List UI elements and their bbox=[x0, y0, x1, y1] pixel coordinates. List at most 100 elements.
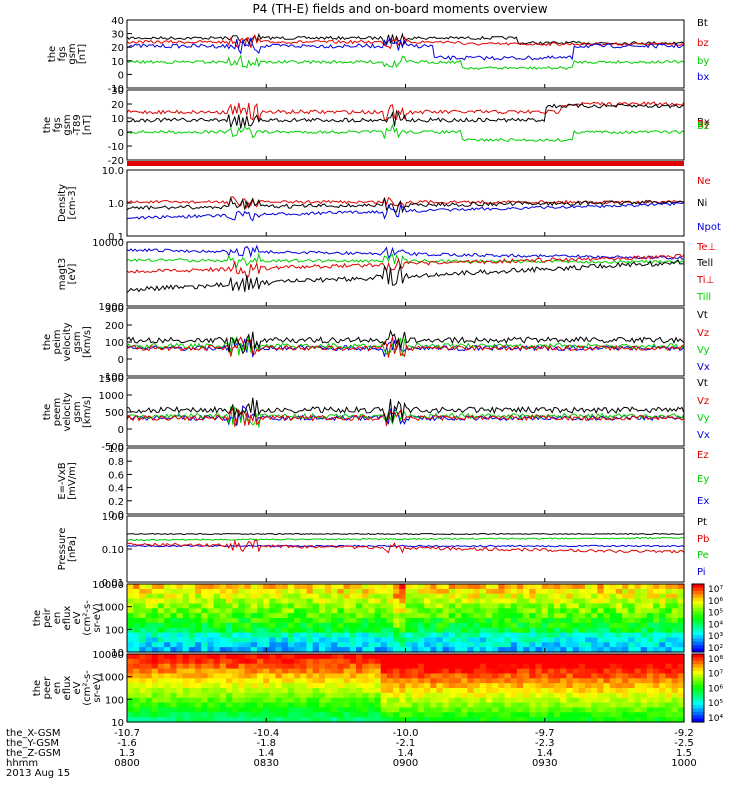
heatmap-cell bbox=[541, 598, 549, 605]
heatmap-cell bbox=[331, 642, 338, 648]
heatmap-cell bbox=[386, 584, 394, 590]
heatmap-cell bbox=[133, 658, 140, 665]
heatmap-cell bbox=[498, 593, 506, 600]
heatmap-cell bbox=[170, 642, 178, 648]
heatmap-cell bbox=[646, 654, 654, 660]
heatmap-cell bbox=[269, 678, 277, 684]
heatmap-cell bbox=[157, 673, 165, 679]
heatmap-cell bbox=[386, 712, 394, 718]
heatmap-cell bbox=[343, 632, 351, 639]
heatmap-cell bbox=[585, 663, 592, 670]
heatmap-cell bbox=[560, 702, 567, 709]
heatmap-cell bbox=[541, 673, 549, 679]
heatmap-cell bbox=[331, 717, 338, 723]
heatmap-cell bbox=[244, 688, 252, 694]
heatmap-cell bbox=[157, 608, 165, 614]
heatmap-cell bbox=[151, 697, 159, 704]
heatmap-cell bbox=[634, 593, 642, 600]
colorbar-cell bbox=[692, 684, 704, 689]
trace-vz bbox=[126, 406, 685, 427]
heatmap-cell bbox=[486, 668, 493, 675]
heatmap-cell bbox=[436, 608, 444, 614]
y-tick-label: 20 bbox=[111, 100, 124, 111]
heatmap-cell bbox=[250, 702, 258, 709]
heatmap-cell bbox=[133, 603, 140, 609]
heatmap-cell bbox=[665, 654, 673, 660]
heatmap-cell bbox=[374, 668, 382, 675]
heatmap-cell bbox=[430, 618, 438, 624]
heatmap-cell bbox=[529, 678, 537, 684]
heatmap-cell bbox=[386, 603, 394, 609]
heatmap-cell bbox=[436, 632, 444, 639]
heatmap-cell bbox=[609, 584, 617, 590]
heatmap-cell bbox=[467, 678, 475, 684]
heatmap-cell bbox=[671, 683, 679, 689]
heatmap-cell bbox=[133, 588, 140, 595]
heatmap-cell bbox=[244, 584, 252, 590]
heatmap-cell bbox=[325, 584, 332, 590]
heatmap-cell bbox=[139, 603, 147, 609]
trace-bz bbox=[126, 33, 685, 50]
heatmap-cell bbox=[628, 622, 636, 629]
heatmap-cell bbox=[201, 593, 209, 600]
heatmap-cell bbox=[195, 673, 202, 679]
heatmap-cell bbox=[424, 637, 431, 643]
heatmap-cell bbox=[300, 627, 308, 634]
heatmap-cell bbox=[498, 637, 506, 643]
heatmap-cell bbox=[145, 692, 153, 699]
heatmap-cell bbox=[455, 702, 462, 709]
heatmap-cell bbox=[603, 637, 611, 643]
heatmap-cell bbox=[164, 632, 171, 639]
heatmap-cell bbox=[244, 668, 252, 675]
heatmap-cell bbox=[250, 627, 258, 634]
heatmap-cell bbox=[306, 588, 314, 595]
heatmap-cell bbox=[640, 688, 648, 694]
heatmap-cell bbox=[479, 608, 487, 614]
y-axis-label: E=-VxB bbox=[57, 462, 68, 499]
heatmap-cell bbox=[405, 673, 413, 679]
heatmap-cell bbox=[554, 668, 561, 675]
heatmap-cell bbox=[436, 688, 444, 694]
heatmap-cell bbox=[523, 584, 530, 590]
heatmap-cell bbox=[127, 692, 134, 699]
heatmap-cell bbox=[448, 658, 456, 665]
heatmap-cell bbox=[640, 668, 648, 675]
heatmap-cell bbox=[380, 608, 388, 614]
heatmap-cell bbox=[349, 707, 357, 713]
heatmap-cell bbox=[486, 608, 493, 614]
heatmap-cell bbox=[294, 647, 301, 653]
heatmap-cell bbox=[448, 632, 456, 639]
heatmap-cell bbox=[145, 642, 153, 648]
colorbar-tick-label: 10³ bbox=[708, 632, 723, 642]
heatmap-cell bbox=[368, 678, 376, 684]
heatmap-cell bbox=[244, 627, 252, 634]
heatmap-cell bbox=[226, 593, 233, 600]
heatmap-cell bbox=[325, 683, 332, 689]
heatmap-cell bbox=[368, 613, 376, 619]
heatmap-cell bbox=[535, 647, 543, 653]
x-axis-row-label: the_Y-GSM bbox=[6, 738, 59, 749]
heatmap-cell bbox=[492, 593, 499, 600]
heatmap-cell bbox=[411, 637, 419, 643]
heatmap-cell bbox=[343, 654, 351, 660]
heatmap-cell bbox=[250, 673, 258, 679]
heatmap-cell bbox=[442, 637, 450, 643]
heatmap-cell bbox=[380, 622, 388, 629]
heatmap-cell bbox=[356, 613, 363, 619]
heatmap-cell bbox=[380, 627, 388, 634]
heatmap-cell bbox=[671, 613, 679, 619]
heatmap-cell bbox=[535, 627, 543, 634]
heatmap-cell bbox=[665, 642, 673, 648]
y-tick-label: 0 bbox=[118, 425, 124, 436]
heatmap-cell bbox=[628, 688, 636, 694]
heatmap-cell bbox=[659, 618, 666, 624]
heatmap-cell bbox=[176, 647, 184, 653]
heatmap-cell bbox=[213, 622, 221, 629]
heatmap-cell bbox=[399, 678, 407, 684]
heatmap-cell bbox=[393, 647, 400, 653]
heatmap-cell bbox=[622, 688, 629, 694]
heatmap-cell bbox=[628, 692, 636, 699]
heatmap-cell bbox=[467, 598, 475, 605]
heatmap-cell bbox=[609, 688, 617, 694]
heatmap-cell bbox=[560, 613, 567, 619]
